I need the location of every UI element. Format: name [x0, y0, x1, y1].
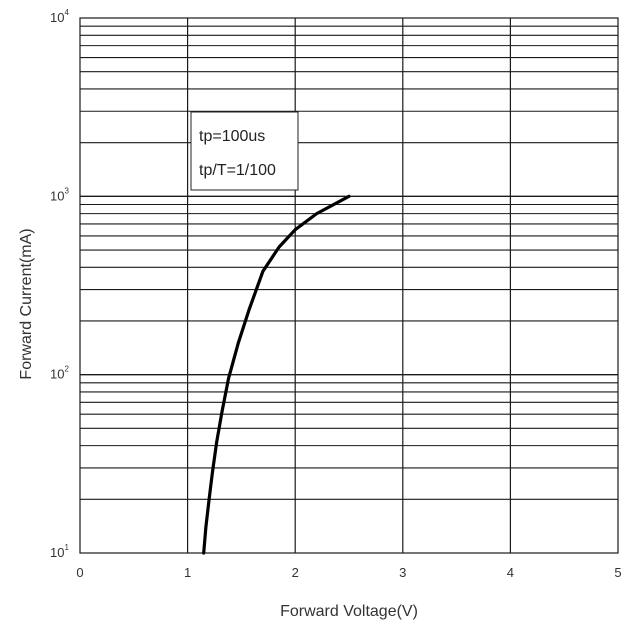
x-tick-label: 4	[507, 565, 514, 580]
annotation-line-2: tp/T=1/100	[199, 162, 276, 179]
x-tick-label: 0	[76, 565, 83, 580]
annotation-line-1: tp=100us	[199, 128, 265, 145]
plot-frame	[79, 17, 619, 554]
x-tick-labels: 0 1 2 3 4 5	[76, 565, 621, 580]
y-tick-label: 104	[50, 8, 69, 25]
x-tick-label: 3	[399, 565, 406, 580]
y-tick-labels: 101 102 103 104	[50, 8, 69, 560]
x-tick-label: 2	[292, 565, 299, 580]
x-tick-label: 5	[614, 565, 621, 580]
x-axis-label: Forward Voltage(V)	[280, 603, 418, 620]
y-tick-label: 101	[50, 543, 69, 560]
y-tick-label: 102	[50, 365, 69, 382]
grid	[80, 18, 618, 553]
y-axis-label: Forward Current(mA)	[18, 228, 35, 379]
y-tick-label: 103	[50, 186, 69, 203]
annotation-box: tp=100us tp/T=1/100	[190, 111, 299, 191]
x-tick-label: 1	[184, 565, 191, 580]
series-line	[202, 194, 351, 555]
